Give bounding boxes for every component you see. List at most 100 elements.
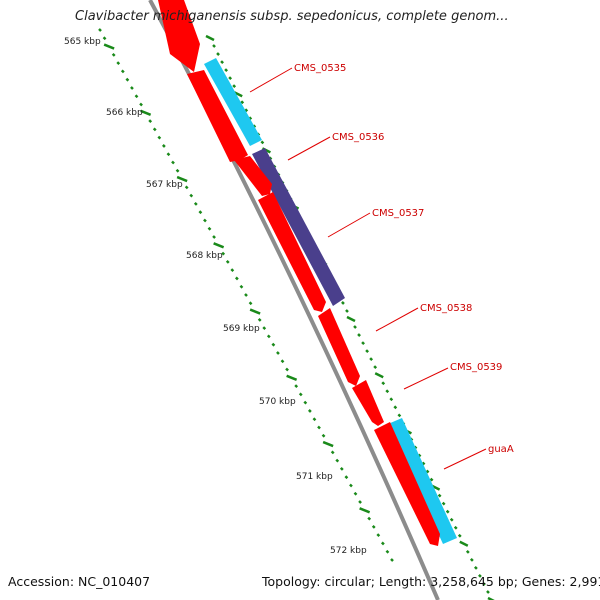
scale-dot: [376, 533, 381, 538]
scale-dot: [175, 168, 180, 173]
gene-feature-block: [258, 192, 326, 312]
scale-dot: [213, 242, 225, 249]
gene-feature-block: [187, 70, 248, 162]
gene-label[interactable]: CMS_0535: [294, 63, 346, 74]
scale-dot: [367, 516, 372, 521]
scale-tick-label: 572 kbp: [330, 546, 367, 556]
gene-label[interactable]: CMS_0538: [420, 303, 472, 314]
gene-feature-block: [352, 380, 384, 426]
scale-dot: [365, 349, 369, 353]
scale-dot: [102, 36, 107, 41]
gene-feature-block: [158, 0, 200, 72]
scale-dot: [312, 417, 317, 422]
gene-label[interactable]: CMS_0536: [332, 132, 384, 143]
scale-dot: [220, 60, 224, 64]
gene-feature-block: [234, 156, 272, 196]
scale-dot: [389, 397, 394, 402]
scale-dot: [207, 226, 212, 231]
scale-dot: [373, 365, 378, 370]
scale-dot: [335, 458, 340, 463]
scale-dot: [161, 144, 166, 148]
scale-tick-label: 570 kbp: [259, 397, 296, 407]
scale-dot: [212, 235, 216, 239]
scale-dot: [240, 100, 245, 105]
gene-label[interactable]: CMS_0539: [450, 362, 502, 373]
scale-dot: [344, 475, 349, 480]
scale-dot: [371, 524, 376, 529]
gene-feature-block: [374, 422, 440, 546]
scale-tick-label: 566 kbp: [106, 108, 143, 118]
scale-dot: [357, 333, 361, 337]
scale-dot: [361, 341, 365, 345]
scale-dot: [369, 357, 374, 362]
scale-dot: [339, 467, 344, 471]
scale-dot: [198, 210, 203, 215]
scale-dot: [152, 127, 157, 132]
scale-dot: [381, 381, 386, 386]
scale-dot: [120, 69, 125, 74]
scale-dot: [449, 517, 454, 522]
scale-dot: [221, 251, 226, 256]
scale-dot: [486, 590, 490, 594]
scale-dot: [397, 413, 402, 418]
scale-dot: [298, 392, 303, 397]
scale-dot: [134, 94, 139, 99]
scale-tick-label: 568 kbp: [186, 251, 223, 261]
genome-summary-text: Topology: circular; Length: 3,258,645 bp…: [262, 574, 600, 589]
scale-dot: [393, 405, 398, 410]
gene-feature-block: [388, 418, 457, 544]
scale-dot: [189, 193, 194, 198]
genome-backbone: [148, 0, 440, 600]
scale-dot: [478, 574, 482, 578]
scale-dot: [359, 507, 371, 514]
accession-text: Accession: NC_010407: [8, 574, 151, 589]
scale-dot: [193, 202, 198, 206]
scale-dot: [248, 116, 253, 121]
gene-feature-block: [204, 58, 262, 146]
scale-dot: [421, 461, 426, 466]
scale-dot: [353, 325, 357, 329]
scale-dot: [205, 34, 215, 42]
scale-dot: [140, 109, 152, 116]
scale-dot: [453, 525, 458, 530]
scale-dot: [139, 102, 143, 107]
scale-dot: [266, 334, 271, 339]
scale-dot: [385, 549, 390, 554]
scale-dot: [116, 61, 121, 66]
scale-tick-label: 571 kbp: [296, 472, 333, 482]
gene-feature-block: [318, 308, 360, 386]
scale-dot: [307, 409, 312, 413]
gene-features: [158, 0, 457, 546]
scale-dot: [212, 44, 216, 48]
scale-tick-labels: 565 kbp 566 kbp 567 kbp 568 kbp 569 kbp 570 k…: [64, 37, 367, 556]
scale-dot: [286, 374, 298, 381]
scale-dot: [330, 450, 335, 455]
scale-dot: [346, 315, 356, 323]
scale-dot: [148, 119, 153, 123]
scale-dot: [303, 400, 308, 405]
scale-dot: [349, 483, 353, 488]
gene-label[interactable]: guaA: [488, 444, 514, 455]
gene-label-leader: [443, 448, 487, 470]
scale-tick-label: 567 kbp: [146, 180, 183, 190]
scale-dot: [249, 308, 261, 315]
scale-dot: [380, 541, 385, 546]
scale-dot: [374, 372, 384, 379]
scale-dot: [280, 359, 285, 364]
scale-dot: [184, 185, 189, 190]
scale-dot: [244, 108, 249, 113]
gene-label-leader: [403, 367, 449, 390]
scale-tick-label: 565 kbp: [64, 37, 101, 47]
scale-dot: [224, 68, 228, 72]
scale-dot: [358, 500, 362, 504]
gene-label[interactable]: CMS_0537: [372, 208, 424, 219]
scale-dot: [176, 175, 188, 183]
scale-dot: [457, 533, 462, 538]
scale-dot: [459, 540, 469, 547]
gene-label-leader: [327, 212, 371, 238]
scale-dot: [225, 259, 230, 264]
scale-dot: [125, 77, 130, 82]
scale-dot: [474, 566, 478, 570]
scale-dot: [230, 268, 235, 273]
